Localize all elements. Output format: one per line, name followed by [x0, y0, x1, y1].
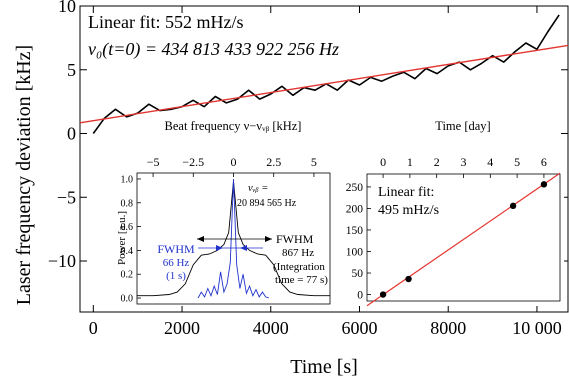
vvb-label: νᵥᵦ =: [248, 183, 268, 194]
inset-beat-y-tick-label: 0.0: [121, 294, 134, 305]
main-data-line: [92, 14, 560, 134]
fwhm-blue-marker: [198, 245, 263, 251]
inset-days-x-tick-label: 2: [434, 155, 440, 169]
inset-days-point: [379, 291, 387, 298]
inset-days-y-tick-label: 50: [352, 268, 364, 280]
main-y-tick-label: 0: [67, 124, 76, 144]
main-y-tick-label: −10: [48, 251, 76, 271]
inset-beat-x-tick-label: −5: [147, 155, 160, 169]
inset-beat-y-tick-label: 0.6: [121, 222, 134, 233]
integration-label: (Integration: [273, 261, 325, 273]
main-x-tick-label: 4000: [253, 318, 289, 338]
main-x-ticks: 0 2000 4000 6000 8000 10 000: [89, 6, 562, 338]
main-x-tick-label: 8000: [430, 318, 466, 338]
inset-days-point: [509, 202, 517, 210]
inset-beat-y-tick-label: 0.4: [121, 246, 134, 257]
inset-days-y-ticks: 0 50 100 150 200 250: [346, 182, 371, 302]
inset-days-x-tick-label: 3: [461, 155, 467, 169]
inset-days-x-tick-label: 4: [487, 155, 493, 169]
inset-beat-y-tick-label: 0.2: [121, 270, 134, 281]
inset-beat-chart: 0.0 0.2 0.4 0.6 0.8 1.0 −5 −2.5 0 2.5 5 Beat freq…: [112, 119, 331, 306]
inset-beat-series: [137, 178, 330, 299]
inset-days-chart: 0 50 100 150 200 250 0 1 2 3 4 5 6 Time [day] Linea…: [336, 119, 564, 307]
inset-days-y-tick-label: 200: [346, 203, 364, 215]
inset-days-y-tick-label: 100: [346, 246, 364, 258]
inset-beat-x-tick-label: 5: [311, 155, 317, 169]
main-x-axis-label: Time [s]: [290, 356, 358, 378]
inset-days-point: [405, 275, 412, 283]
main-x-tick-label: 6000: [341, 318, 377, 338]
inset-beat-background: [112, 170, 330, 306]
fit-annotation: Linear fit: 552 mHz/s: [88, 12, 243, 32]
inset-beat-blue-line: [197, 178, 270, 299]
main-y-tick-label: 10: [58, 0, 76, 16]
inset-days-point: [540, 181, 548, 188]
vvb-value: 20 894 565 Hz: [237, 198, 297, 209]
days-fit-label: Linear fit:: [378, 185, 434, 200]
inset-days-y-tick-label: 150: [346, 225, 364, 237]
inset-beat-y-tick-label: 0.8: [121, 198, 134, 209]
main-x-tick-label: 0: [89, 318, 98, 338]
inset-beat-y-ticks: 0.0 0.2 0.4 0.6 0.8 1.0: [121, 174, 141, 305]
inset-days-y-tick-label: 250: [346, 182, 364, 194]
integration-time: time = 77 s): [275, 274, 328, 286]
inset-beat-x-tick-label: 0: [231, 155, 237, 169]
main-fit-line: [79, 44, 569, 124]
inset-beat-x-tick-label: −2.5: [182, 155, 204, 169]
inset-days-series: [366, 172, 561, 307]
inset-days-x-tick-label: 6: [541, 155, 547, 169]
inset-beat-x-tick-label: 2.5: [266, 155, 281, 169]
inset-beat-x-axis-label: Beat frequency ν−νᵥᵦ [kHz]: [165, 119, 302, 133]
main-x-tick-label: 10 000: [512, 318, 562, 338]
inset-days-y-tick-label: 0: [357, 290, 363, 302]
fwhm-black-marker: [197, 236, 272, 242]
main-x-tick-label: 2000: [164, 318, 200, 338]
fwhm-blue-integration: (1 s): [166, 270, 186, 282]
inset-days-fit-line: [366, 172, 561, 307]
fwhm-black-value: 867 Hz: [282, 247, 314, 259]
main-plot-frame: [79, 5, 569, 313]
inset-days-x-tick-label: 5: [514, 155, 520, 169]
main-series: [79, 14, 569, 134]
inset-days-background: [336, 170, 564, 306]
main-y-tick-label: 5: [67, 60, 76, 80]
inset-days-x-axis-label: Time [day]: [435, 119, 490, 133]
main-y-tick-label: −5: [57, 187, 76, 207]
inset-days-x-ticks: 0 1 2 3 4 5 6: [380, 155, 547, 178]
inset-beat-y-axis-label: Power [a.u.]: [116, 211, 128, 265]
days-fit-value: 495 mHz/s: [378, 203, 439, 218]
fwhm-black-label: FWHM: [276, 232, 314, 246]
inset-beat-x-ticks: −5 −2.5 0 2.5 5: [147, 155, 317, 177]
main-y-axis-label: Laser frequency deviation [kHz]: [13, 45, 35, 305]
fwhm-blue-value: 66 Hz: [163, 257, 190, 269]
inset-beat-y-tick-label: 1.0: [121, 174, 134, 185]
inset-days-x-tick-label: 1: [407, 155, 413, 169]
nu0-annotation: ν₀(t=0) = 434 813 433 922 256 Hz: [88, 39, 339, 60]
inset-days-x-tick-label: 0: [380, 155, 386, 169]
fwhm-blue-label: FWHM: [157, 242, 195, 256]
